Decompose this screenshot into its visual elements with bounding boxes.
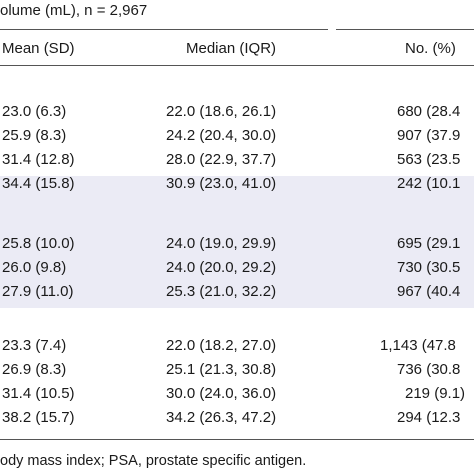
table-cell-no: 563 (23.5: [397, 151, 461, 168]
table-footnote: ody mass index; PSA, prostate specific a…: [0, 453, 307, 469]
table-cell-mean: 25.8 (10.0): [2, 235, 75, 252]
header-mean-sd: Mean (SD): [2, 40, 75, 57]
table-title: olume (mL), n = 2,967: [0, 2, 148, 19]
table-cell-mean: 34.4 (15.8): [2, 175, 75, 192]
table-cell-median: 22.0 (18.6, 26.1): [166, 103, 277, 120]
table-cell-median: 24.2 (20.4, 30.0): [166, 127, 277, 144]
table-cell-median: 25.3 (21.0, 32.2): [166, 283, 277, 300]
title-rule-right: [336, 29, 474, 30]
table-cell-no: 730 (30.5: [397, 259, 461, 276]
table-cell-no: 907 (37.9: [397, 127, 461, 144]
title-rule-left: [0, 29, 328, 30]
table-cell-median: 34.2 (26.3, 47.2): [166, 409, 277, 426]
table-cell-median: 28.0 (22.9, 37.7): [166, 151, 277, 168]
table-cell-mean: 31.4 (12.8): [2, 151, 75, 168]
group-2-shading: [0, 176, 474, 308]
table-cell-mean: 23.3 (7.4): [2, 337, 67, 354]
table-cell-mean: 38.2 (15.7): [2, 409, 75, 426]
table-cell-mean: 31.4 (10.5): [2, 385, 75, 402]
table-cell-no: 294 (12.3: [397, 409, 461, 426]
table-cell-mean: 26.9 (8.3): [2, 361, 67, 378]
table-cell-median: 25.1 (21.3, 30.8): [166, 361, 277, 378]
table-cell-median: 30.0 (24.0, 36.0): [166, 385, 277, 402]
table-cell-no: 967 (40.4: [397, 283, 461, 300]
header-median-iqr: Median (IQR): [186, 40, 277, 57]
table-cell-median: 24.0 (19.0, 29.9): [166, 235, 277, 252]
table-cell-median: 22.0 (18.2, 27.0): [166, 337, 277, 354]
table-cell-no: 680 (28.4: [397, 103, 461, 120]
header-no-pct: No. (%): [405, 40, 456, 57]
table-cell-median: 24.0 (20.0, 29.2): [166, 259, 277, 276]
table-cell-no: 242 (10.1: [397, 175, 461, 192]
table-cell-no: 1,143 (47.8: [380, 337, 456, 354]
header-rule: [0, 65, 474, 66]
table-cell-no: 219 (9.1): [405, 385, 466, 402]
table-cell-mean: 26.0 (9.8): [2, 259, 67, 276]
table-cell-no: 695 (29.1: [397, 235, 461, 252]
table-cell-mean: 27.9 (11.0): [2, 283, 74, 300]
table-bottom-rule: [0, 439, 474, 440]
table-cell-mean: 25.9 (8.3): [2, 127, 67, 144]
table-cell-no: 736 (30.8: [397, 361, 461, 378]
table-cell-median: 30.9 (23.0, 41.0): [166, 175, 277, 192]
table-cell-mean: 23.0 (6.3): [2, 103, 67, 120]
